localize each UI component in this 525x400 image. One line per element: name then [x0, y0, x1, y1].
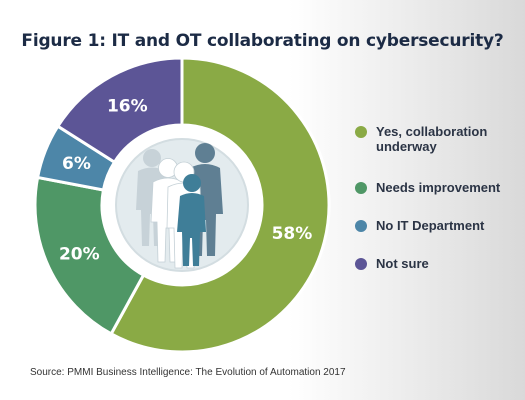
donut-slices — [33, 56, 331, 354]
slice-label-2: 6% — [62, 154, 91, 174]
slice-label-3: 16% — [107, 97, 148, 117]
donut-slice-1 — [33, 175, 146, 336]
legend-item-not-sure: Not sure — [355, 256, 516, 271]
people-group-icon — [115, 138, 249, 272]
legend-item-needs-improvement: Needs improvement — [355, 180, 516, 195]
legend-item-no-it-department: No IT Department — [355, 218, 516, 233]
legend-label: Yes, collaboration underway — [376, 124, 488, 154]
chart-title: Figure 1: IT and OT collaborating on cyb… — [21, 31, 504, 51]
legend-label: Not sure — [376, 256, 429, 271]
legend-marker — [355, 220, 367, 232]
source-note: Source: PMMI Business Intelligence: The … — [30, 367, 346, 378]
legend-marker — [355, 182, 367, 194]
legend-label: Needs improvement — [376, 180, 501, 195]
donut-slice-3 — [55, 56, 184, 165]
slice-label-0: 58% — [272, 224, 313, 244]
legend-marker — [355, 126, 367, 138]
legend-marker — [355, 258, 367, 270]
slice-label-1: 20% — [59, 244, 100, 264]
legend-label: No IT Department — [376, 218, 485, 233]
legend-item-yes: Yes, collaboration underway — [355, 124, 516, 154]
slice-labels: 58% 20% 6% 16% — [59, 97, 312, 265]
donut-slice-0 — [109, 56, 331, 354]
